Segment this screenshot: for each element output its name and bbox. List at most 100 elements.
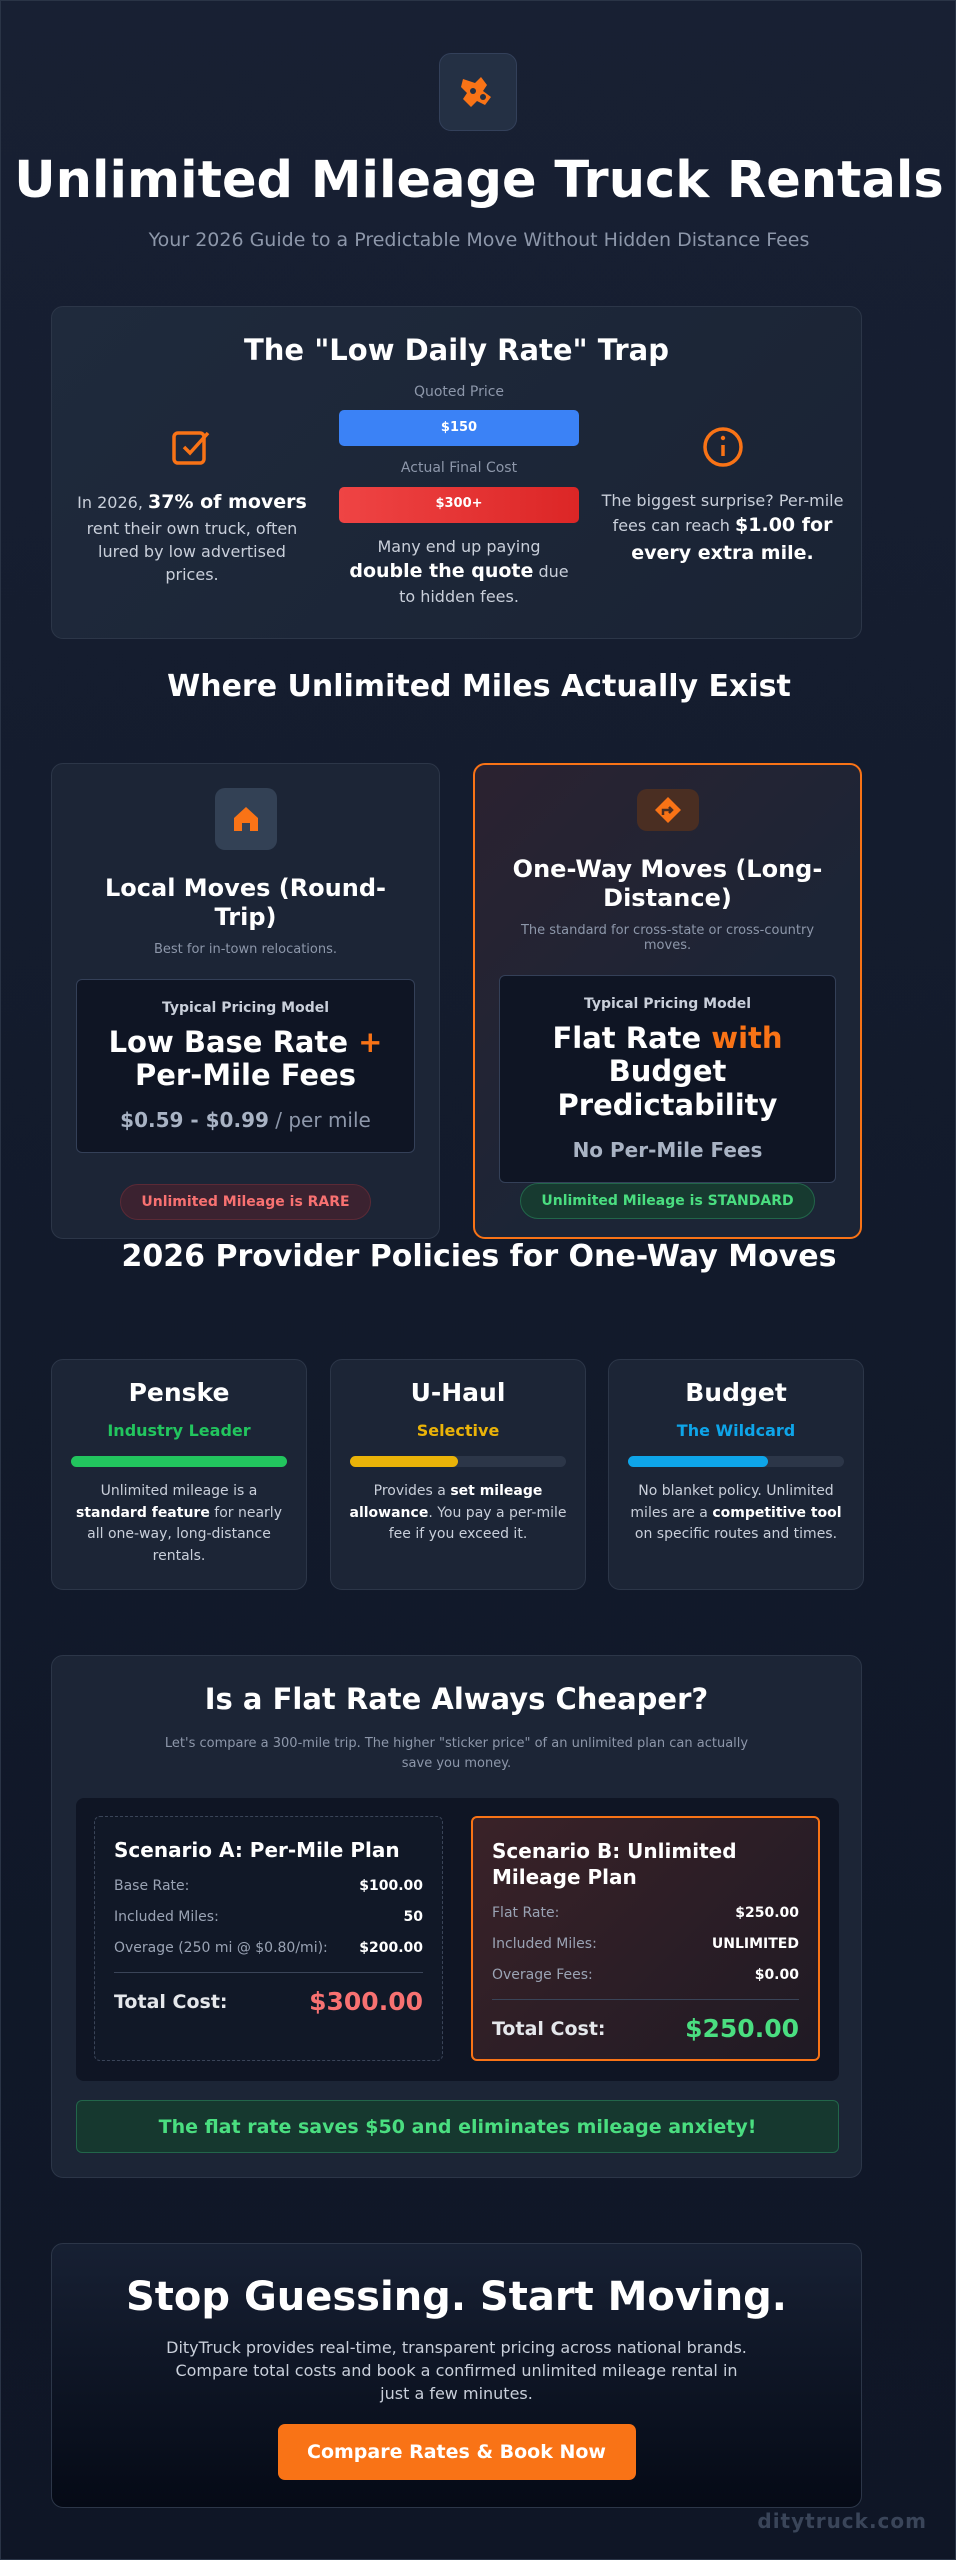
cta-title: Stop Guessing. Start Moving. xyxy=(125,2274,788,2320)
check-icon xyxy=(172,431,210,465)
price-unit: / per mile xyxy=(268,1108,371,1133)
route-icon xyxy=(654,797,681,824)
text: Many end up paying xyxy=(377,536,541,556)
text-bold: $1.00 for every extra mile. xyxy=(631,514,833,564)
home-icon-box xyxy=(214,788,277,850)
route-icon-box xyxy=(636,789,699,832)
total-row: Total Cost: $250.00 xyxy=(492,1999,799,2043)
scenario-row: Included Miles: 50 xyxy=(114,1909,423,1925)
compare-intro: Let's compare a 300-mile trip. The highe… xyxy=(164,1736,749,1771)
text: for nearly all one-way, long-distance re… xyxy=(87,1504,282,1565)
badge: Unlimited Mileage is STANDARD xyxy=(520,1183,815,1219)
provider-name: Budget xyxy=(685,1378,787,1407)
pricing-model: Typical Pricing Model Low Base Rate + Pe… xyxy=(76,978,415,1154)
scenario-title: Scenario A: Per-Mile Plan xyxy=(114,1838,400,1862)
provider-tag: The Wildcard xyxy=(676,1421,796,1440)
text-bold: standard feature xyxy=(76,1504,210,1521)
text: Unlimited mileage is a xyxy=(100,1483,258,1499)
info-icon xyxy=(702,427,743,467)
progress-track xyxy=(628,1456,844,1467)
provider-card: Budget The Wildcard No blanket policy. Unl… xyxy=(608,1359,864,1590)
text: No blanket policy. Unlimited miles are a xyxy=(630,1483,834,1521)
trap-left-text: In 2026, 37% of movers rent their own tr… xyxy=(72,489,312,586)
total-label: Total Cost: xyxy=(114,1990,228,2013)
row-value: $100.00 xyxy=(359,1878,423,1894)
badge: Unlimited Mileage is RARE xyxy=(120,1184,371,1220)
model-label: Typical Pricing Model xyxy=(161,999,330,1016)
scenario: Scenario B: Unlimited Mileage Plan Flat R… xyxy=(471,1816,820,2061)
trap-left: In 2026, 37% of movers rent their own tr… xyxy=(72,425,312,586)
cta-button[interactable]: Compare Rates & Book Now xyxy=(277,2423,636,2480)
text: Budget Predictability xyxy=(557,1054,778,1122)
home-icon xyxy=(233,807,258,831)
text-bold: double the quote xyxy=(349,559,534,582)
trap-middle-text: Many end up paying double the quote due … xyxy=(339,535,579,609)
scenario-title: Scenario B: Unlimited Mileage Plan xyxy=(492,1839,737,1889)
footer: ditytruck.com xyxy=(757,2509,927,2533)
row-value: 50 xyxy=(403,1909,423,1925)
quoted-label: Quoted Price xyxy=(413,384,505,400)
scenario-row: Overage Fees: $0.00 xyxy=(492,1967,799,1983)
model-text: Flat Rate with Budget Predictability xyxy=(510,1020,825,1122)
text-accent: with xyxy=(711,1020,783,1055)
text-bold: competitive tool xyxy=(712,1504,842,1521)
model-label: Typical Pricing Model xyxy=(583,995,752,1012)
text: Flat Rate xyxy=(552,1020,712,1055)
scenario: Scenario A: Per-Mile Plan Base Rate: $100.… xyxy=(94,1816,443,2061)
trap-middle: Quoted Price $150 Actual Final Cost $300… xyxy=(339,382,579,609)
provider-name: U-Haul xyxy=(410,1378,506,1407)
cta-card: Stop Guessing. Start Moving. DityTruck p… xyxy=(51,2243,862,2508)
scenario-row: Overage (250 mi @ $0.80/mi): $200.00 xyxy=(114,1940,423,1956)
total-value: $300.00 xyxy=(309,1987,423,2016)
text: Per-Mile Fees xyxy=(135,1057,356,1092)
text: due to hidden fees. xyxy=(399,561,569,607)
progress-track xyxy=(71,1456,287,1467)
provider-text: No blanket policy. Unlimited miles are a… xyxy=(625,1481,847,1546)
row-value: UNLIMITED xyxy=(711,1936,799,1952)
progress-fill xyxy=(350,1456,458,1467)
local-card: Local Moves (Round-Trip) Best for in-tow… xyxy=(51,763,440,1239)
text-accent: + xyxy=(358,1024,383,1059)
price-range: $0.59 - $0.99 xyxy=(120,1108,269,1133)
row-label: Included Miles: xyxy=(114,1909,219,1925)
price: No Per-Mile Fees xyxy=(572,1138,763,1162)
row-value: $200.00 xyxy=(359,1940,423,1956)
row-label: Base Rate: xyxy=(114,1878,190,1894)
compare-title: Is a Flat Rate Always Cheaper? xyxy=(204,1682,709,1716)
quoted-bar: $150 xyxy=(339,410,579,447)
text-bold: set mileage allowance xyxy=(349,1483,543,1521)
logo xyxy=(439,53,517,131)
provider-text: Unlimited mileage is a standard feature … xyxy=(68,1481,290,1568)
card-title: Local Moves (Round-Trip) xyxy=(105,874,386,931)
scenarios: Scenario A: Per-Mile Plan Base Rate: $100.… xyxy=(76,1798,839,2081)
scenario-row: Base Rate: $100.00 xyxy=(114,1878,423,1894)
total-label: Total Cost: xyxy=(492,2017,606,2040)
pricing-model: Typical Pricing Model Flat Rate with Bud… xyxy=(499,974,836,1183)
total-value: $250.00 xyxy=(685,2014,799,2043)
model-text: Low Base Rate + Per-Mile Fees xyxy=(87,1024,404,1093)
cta-text: DityTruck provides real-time, transparen… xyxy=(166,2338,747,2404)
provider-tag: Selective xyxy=(416,1421,500,1440)
logo-icon xyxy=(461,77,491,107)
progress-track xyxy=(350,1456,566,1467)
text: Low Base Rate xyxy=(108,1024,359,1059)
title: Unlimited Mileage Truck Rentals xyxy=(14,151,944,210)
provider-text: Provides a set mileage allowance. You pa… xyxy=(347,1481,569,1546)
trap-title: The "Low Daily Rate" Trap xyxy=(244,333,669,367)
row-label: Overage (250 mi @ $0.80/mi): xyxy=(114,1940,328,1956)
section-title: 2026 Provider Policies for One-Way Moves xyxy=(121,1239,837,1274)
text: . You pay a per-mile fee if you exceed i… xyxy=(388,1504,567,1543)
oneway-card: One-Way Moves (Long-Distance) The standa… xyxy=(473,763,862,1239)
row-label: Flat Rate: xyxy=(492,1905,560,1921)
row-label: Overage Fees: xyxy=(492,1967,593,1983)
progress-fill xyxy=(628,1456,769,1467)
provider-card: Penske Industry Leader Unlimited mileage i… xyxy=(51,1359,307,1590)
text: In 2026, xyxy=(77,493,148,513)
progress-fill xyxy=(71,1456,287,1467)
row-value: $0.00 xyxy=(754,1967,799,1983)
provider-card: U-Haul Selective Provides a set mileage al… xyxy=(330,1359,586,1590)
actual-value: $300+ xyxy=(435,496,483,512)
scenario-row: Flat Rate: $250.00 xyxy=(492,1905,799,1921)
